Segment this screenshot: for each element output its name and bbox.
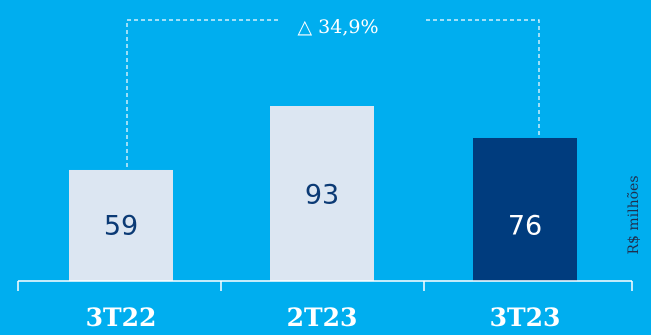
delta-bracket	[126, 19, 540, 167]
category-label-2t23: 2T23	[287, 303, 358, 332]
bar-3t22	[69, 169, 173, 281]
bar-2t23	[270, 106, 374, 281]
delta-annotation: △ 34,9%	[297, 16, 378, 38]
value-label-3t23: 76	[508, 211, 542, 242]
x-axis-ticks	[17, 281, 633, 291]
bars-layer	[69, 106, 577, 281]
category-labels-layer: 3T22 2T23 3T23	[86, 303, 561, 332]
value-labels-layer: 59 93 76	[104, 180, 542, 242]
value-label-3t22: 59	[104, 211, 138, 242]
category-label-3t22: 3T22	[86, 303, 157, 332]
bar-3t23	[473, 137, 577, 281]
category-label-3t23: 3T23	[490, 303, 561, 332]
y-axis-unit-label: R$ milhões	[626, 175, 642, 254]
value-label-2t23: 93	[305, 180, 339, 211]
